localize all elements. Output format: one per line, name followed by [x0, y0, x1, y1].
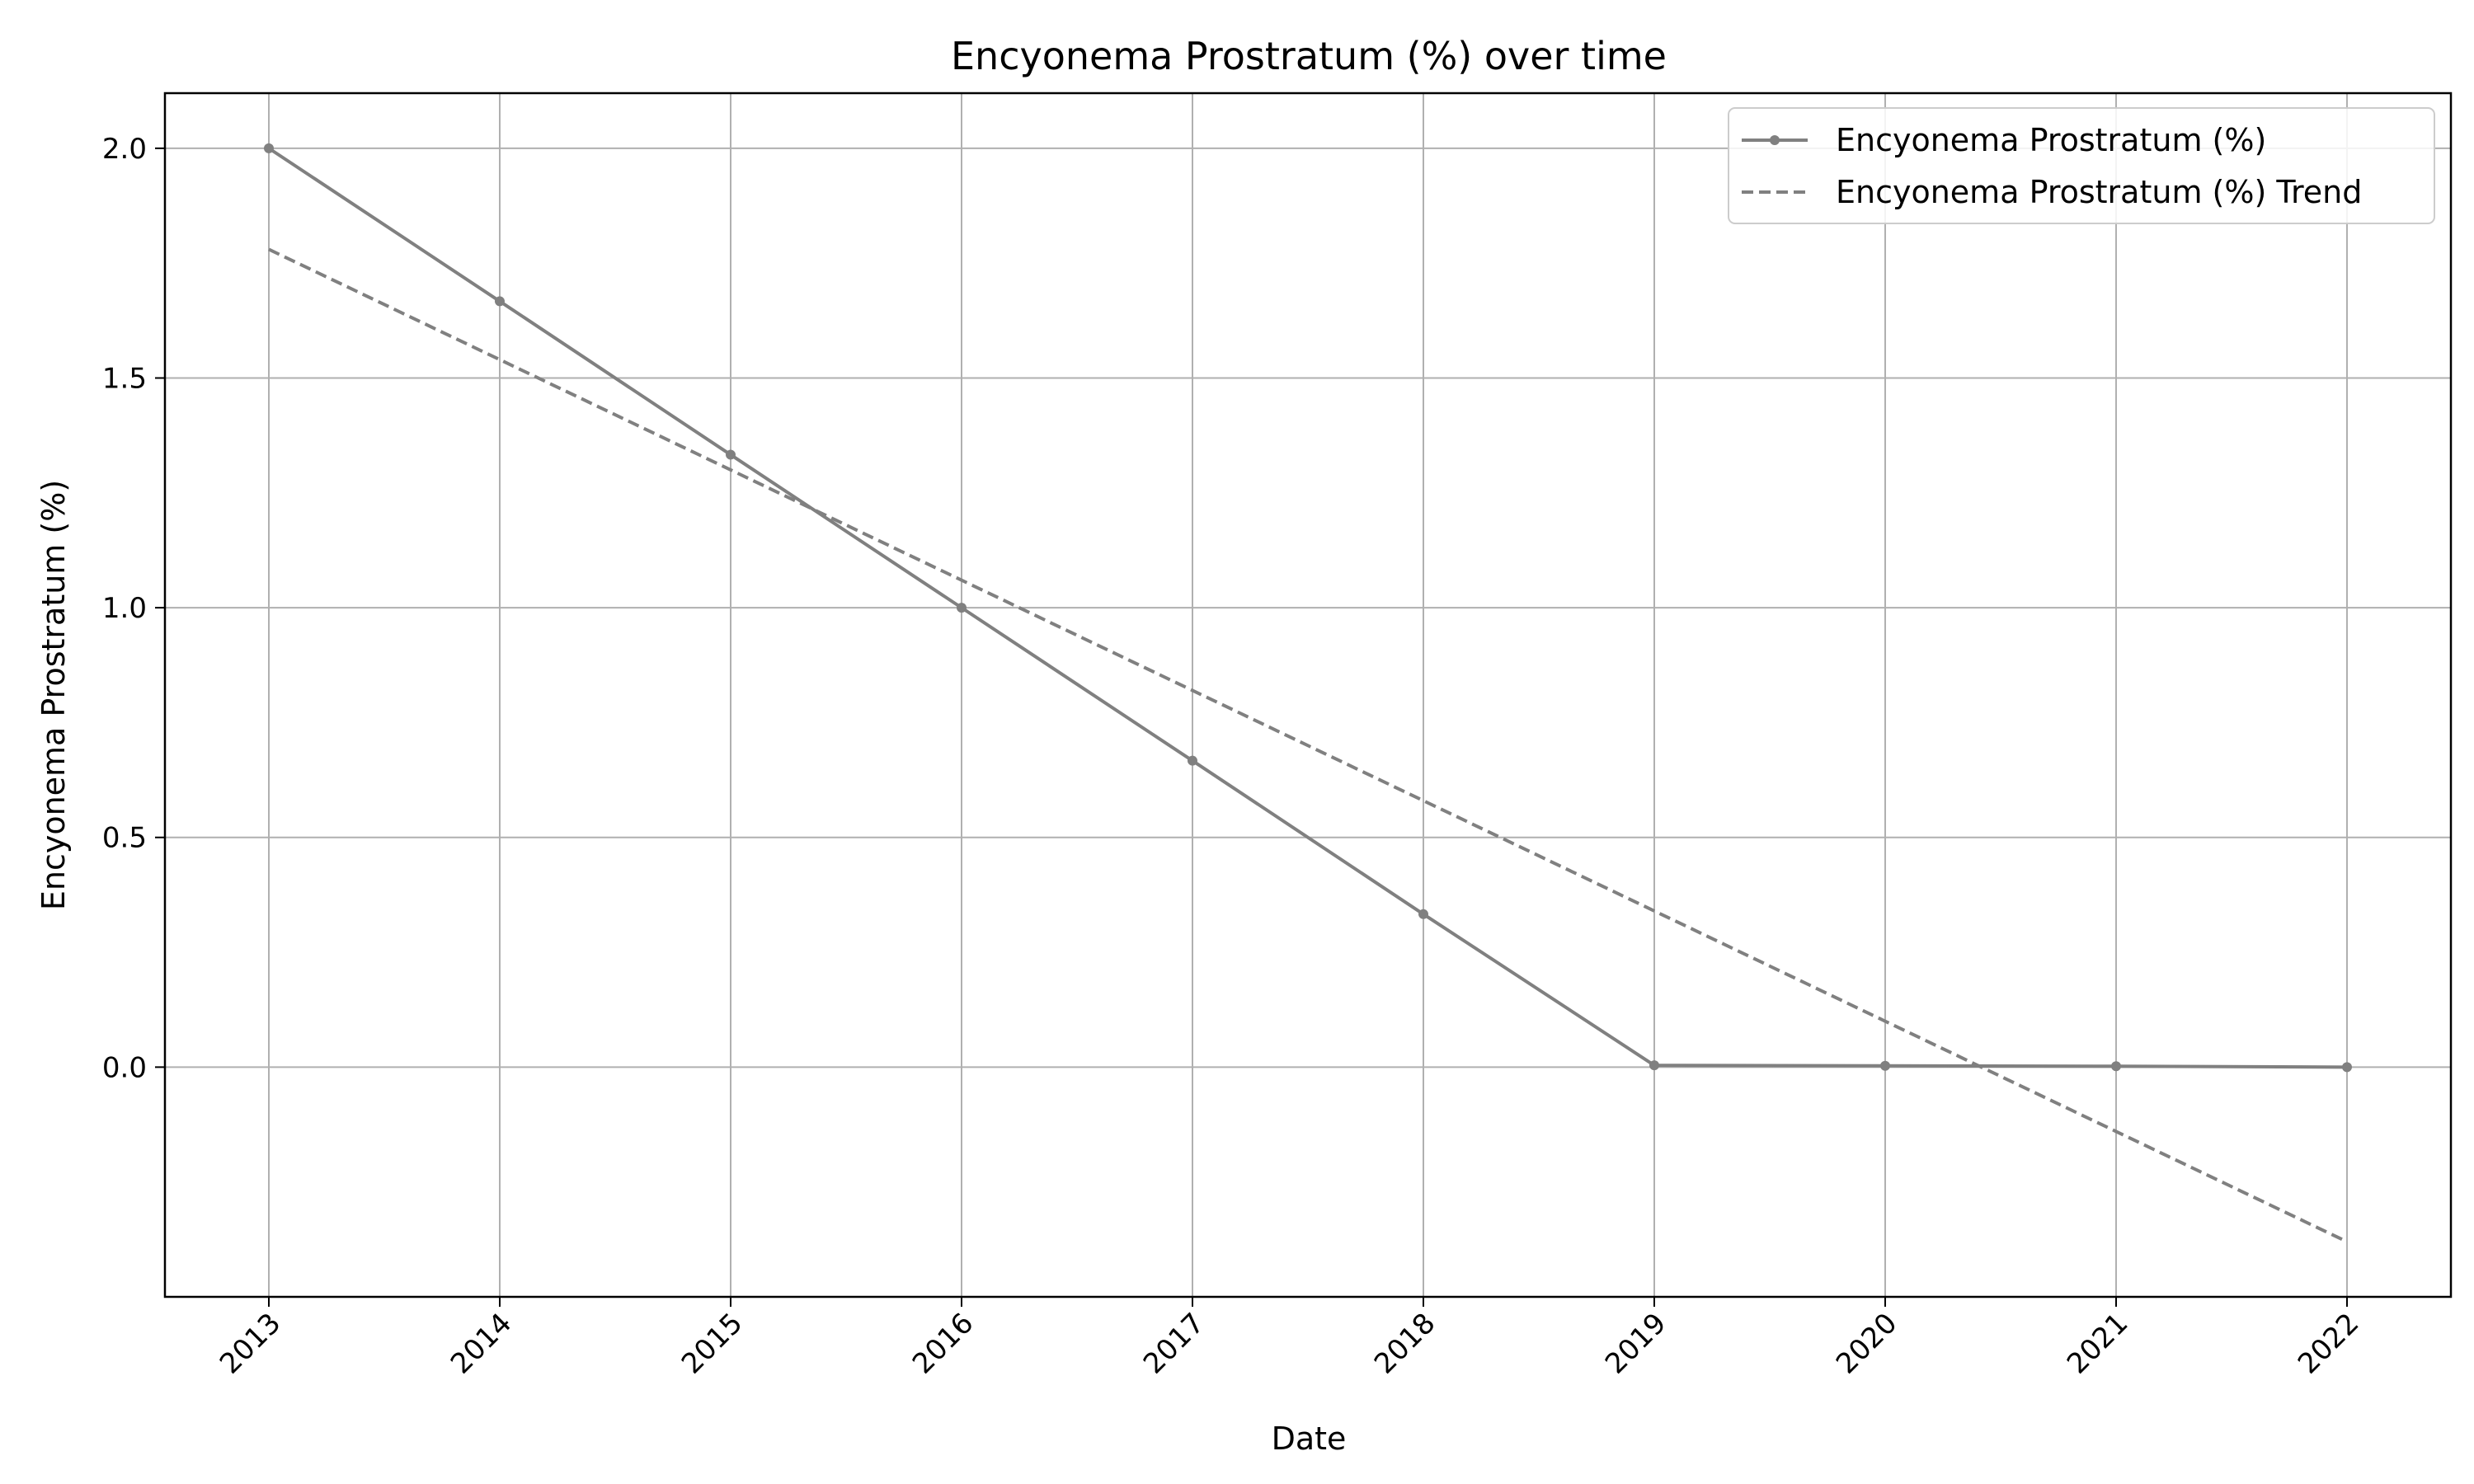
series-lines — [264, 143, 2352, 1243]
data-point — [495, 296, 505, 307]
data-point — [264, 143, 274, 153]
chart-title: Encyonema Prostratum (%) over time — [951, 34, 1667, 78]
data-point — [1880, 1060, 1890, 1071]
legend-label-trend: Encyonema Prostratum (%) Trend — [1836, 174, 2362, 210]
y-axis-ticks: 0.0 0.5 1.0 1.5 2.0 — [102, 133, 165, 1084]
y-tick-label: 1.5 — [102, 362, 147, 395]
y-axis-title: Encyonema Prostratum (%) — [35, 480, 72, 910]
legend: Encyonema Prostratum (%) Encyonema Prost… — [1728, 107, 2435, 224]
trend-line — [268, 247, 2348, 1243]
legend-swatch-series-marker — [1770, 135, 1780, 145]
y-tick-label: 2.0 — [102, 133, 147, 166]
data-point — [1188, 755, 1197, 766]
series-line — [267, 147, 2348, 1069]
legend-label-series: Encyonema Prostratum (%) — [1836, 122, 2266, 158]
plot-area-frame — [163, 92, 2453, 1298]
data-point — [726, 449, 736, 460]
y-tick-label: 0.5 — [102, 822, 147, 855]
data-point — [1418, 909, 1428, 919]
legend-box — [1728, 107, 2435, 224]
y-tick-label: 1.0 — [102, 592, 147, 625]
data-point — [2342, 1062, 2352, 1073]
x-axis-title: Date — [1272, 1421, 1347, 1457]
y-tick-label: 0.0 — [102, 1051, 147, 1084]
data-point — [2111, 1061, 2121, 1072]
data-point — [957, 603, 967, 613]
data-point — [1649, 1060, 1659, 1071]
